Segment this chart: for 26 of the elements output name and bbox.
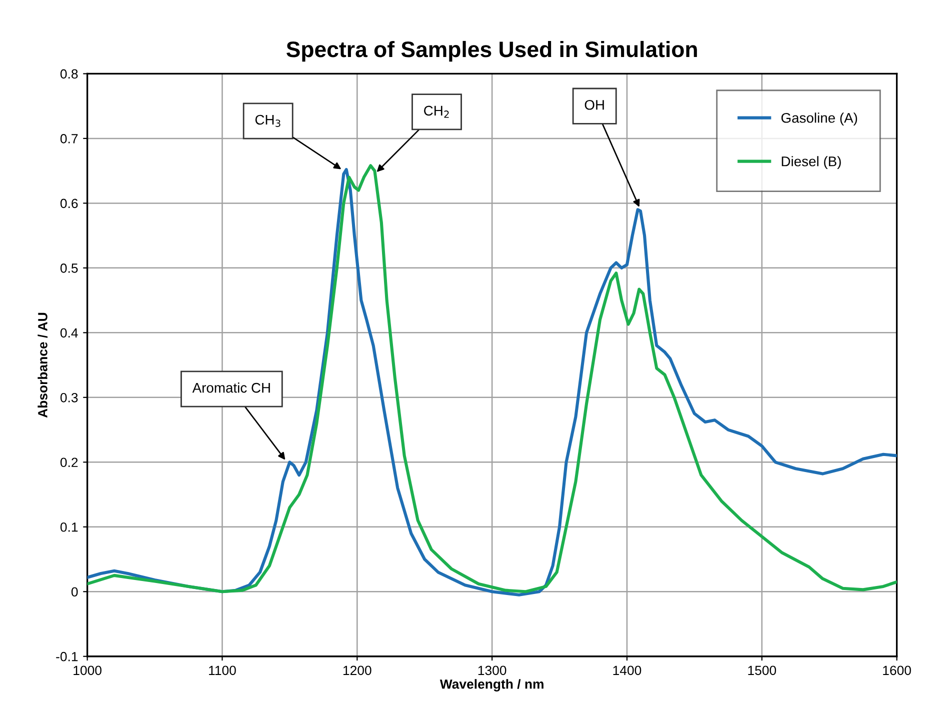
y-tick-label: 0.8 xyxy=(60,69,78,79)
x-tick-label: 1200 xyxy=(343,666,372,676)
y-tick-label: -0.1 xyxy=(56,652,78,662)
chart-title: Spectra of Samples Used in Simulation xyxy=(286,40,697,62)
x-tick-label: 1100 xyxy=(209,666,236,676)
x-axis-title: Wavelength / nm xyxy=(440,679,544,692)
legend-label: Gasoline (A) xyxy=(781,112,858,126)
y-tick-label: 0.5 xyxy=(60,263,78,273)
y-tick-label: 0.4 xyxy=(60,328,78,338)
annotation: CH$_{2}$ xyxy=(424,106,449,118)
y-tick-label: 0 xyxy=(71,587,78,597)
x-tick-label: 1300 xyxy=(478,666,506,676)
x-tick-label: 1600 xyxy=(883,666,911,676)
annotation: CH$_{3}$ xyxy=(255,114,280,127)
y-tick-label: 0.3 xyxy=(60,392,78,402)
y-tick-label: 0.2 xyxy=(60,458,78,468)
annotation: OH xyxy=(584,100,604,110)
x-tick-label: 1500 xyxy=(748,666,776,676)
y-tick-label: 0.7 xyxy=(60,134,78,144)
y-tick-label: 0.1 xyxy=(60,522,78,532)
x-tick-label: 1400 xyxy=(613,666,642,676)
legend-label: Diesel (B) xyxy=(782,156,841,170)
y-axis-title: Absorbance / AU xyxy=(38,312,48,418)
annotation: Aromatic CH xyxy=(192,382,270,393)
x-tick-label: 1000 xyxy=(74,666,102,676)
y-tick-label: 0.6 xyxy=(60,198,78,208)
